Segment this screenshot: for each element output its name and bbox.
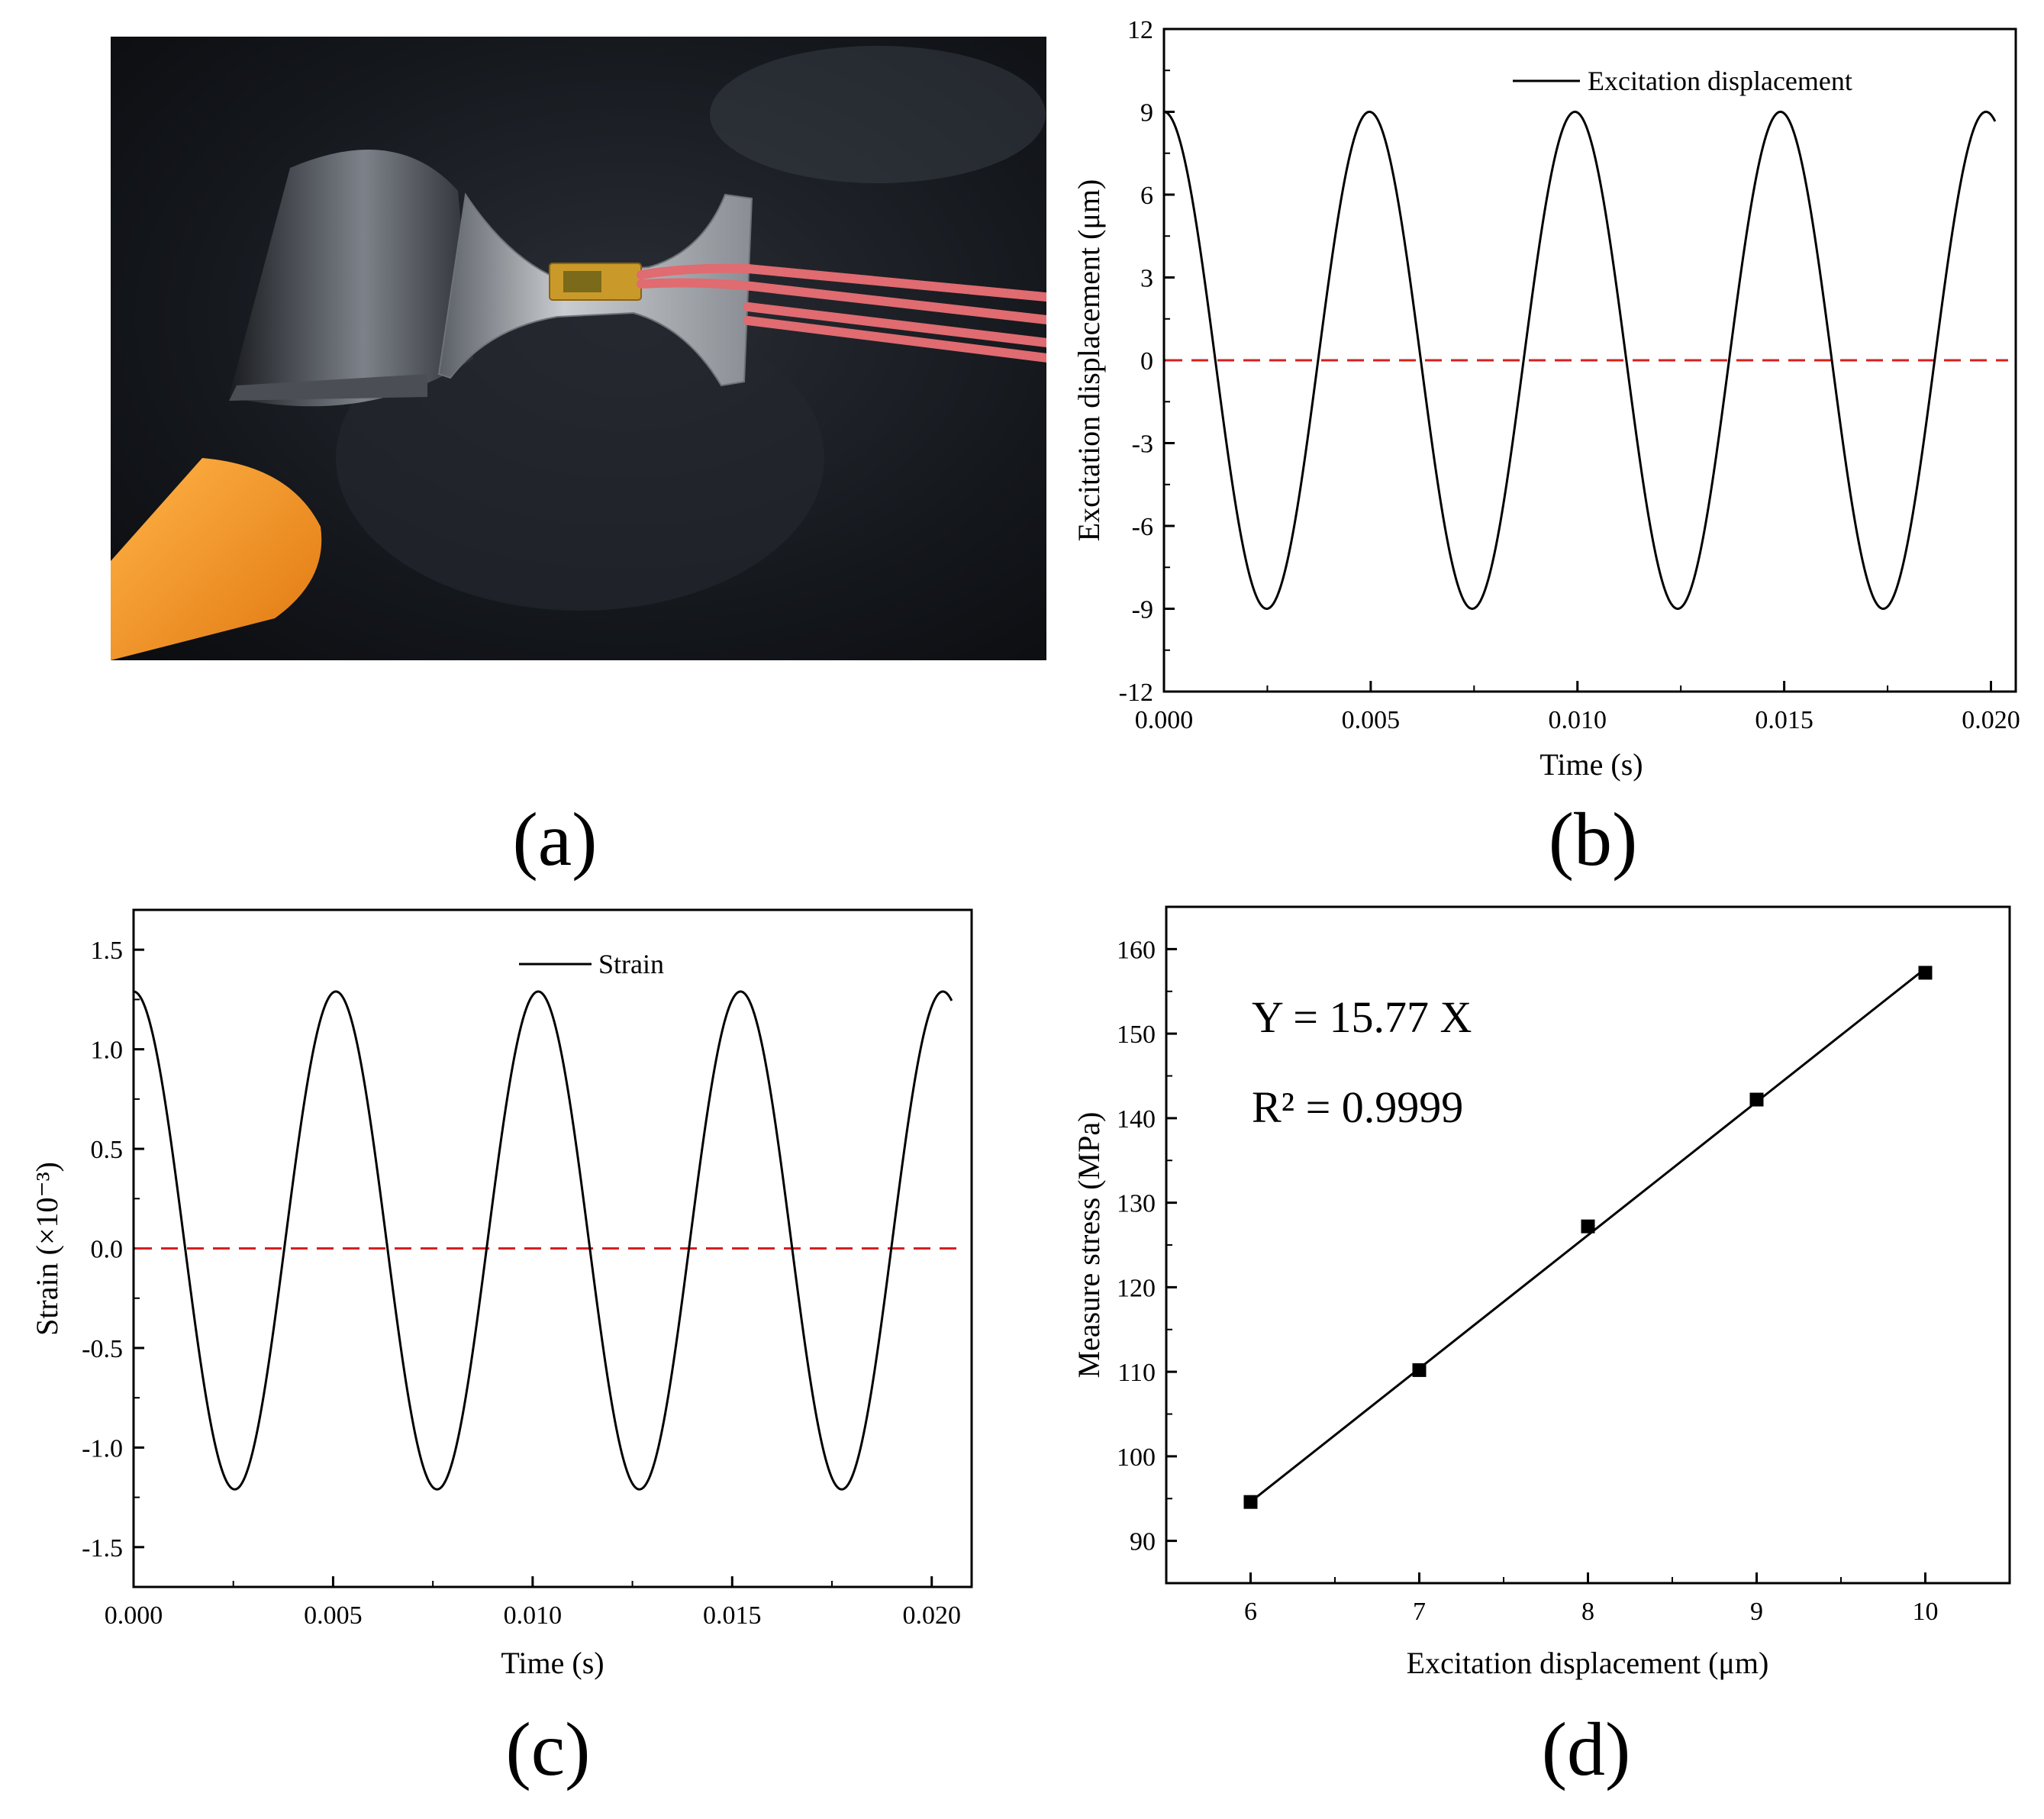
- chart-d-ytick-label: 160: [1117, 936, 1156, 964]
- chart-d-point: [1581, 1219, 1595, 1234]
- chart-b-ylabel: Excitation displacement (μm): [1072, 179, 1106, 542]
- chart-b-ytick-label: -12: [1119, 679, 1153, 707]
- chart-d-xtick-label: 8: [1581, 1598, 1594, 1626]
- chart-c-ylabel: Strain (×10⁻³): [30, 1162, 64, 1336]
- chart-d-point: [1749, 1092, 1764, 1107]
- chart-c-ytick-label: 0.5: [91, 1136, 124, 1164]
- chart-b-ytick-label: -3: [1132, 431, 1153, 459]
- chart-c-ytick-label: 1.0: [91, 1037, 124, 1065]
- chart-d-xtick-label: 7: [1413, 1598, 1426, 1626]
- background-shadow: [336, 305, 824, 611]
- chart-c-ytick-label: 0.0: [91, 1236, 124, 1264]
- chart-d-ytick-label: 110: [1117, 1359, 1156, 1387]
- chart-d-ytick-label: 150: [1117, 1021, 1156, 1049]
- chart-c-xtick-label: 0.020: [902, 1601, 961, 1630]
- panel-label-d: (d): [1542, 1707, 1631, 1792]
- orange-handle: [111, 458, 322, 660]
- chart-d-r-squared: R² = 0.9999: [1252, 1082, 1463, 1132]
- chart-b-ytick-label: 9: [1140, 99, 1153, 127]
- chart-d-point: [1918, 966, 1933, 980]
- chart-d-equation: Y = 15.77 X: [1252, 992, 1472, 1042]
- chart-d-point: [1412, 1363, 1427, 1377]
- chart-d-ytick-label: 100: [1117, 1443, 1156, 1472]
- chart-d-xtick-label: 6: [1244, 1598, 1257, 1626]
- chart-b-series-excitation: [1163, 110, 1997, 611]
- chart-c-xtick-label: 0.005: [304, 1601, 363, 1630]
- chart-d-point: [1243, 1495, 1258, 1509]
- chart-b-xlabel: Time (s): [1539, 747, 1643, 782]
- chart-c-xlabel: Time (s): [501, 1646, 604, 1680]
- chart-b: 0.000 0.005 0.010 0.015 0.020 -12 -9 -6 -3 0 3 6 9 12…: [1072, 16, 2020, 782]
- chart-c-xtick-label: 0.000: [105, 1601, 163, 1630]
- panel-label-b: (b): [1549, 797, 1638, 882]
- panel-label-c: (c): [506, 1707, 591, 1792]
- chart-c-ytick-label: 1.5: [91, 937, 124, 965]
- chart-c-ytick-label: -1.5: [82, 1534, 123, 1563]
- chart-d-ytick-label: 120: [1117, 1274, 1156, 1302]
- chart-b-xtick-label: 0.000: [1135, 706, 1194, 734]
- chart-c-ytick-label: -0.5: [82, 1335, 123, 1363]
- background-blur: [710, 46, 1046, 183]
- chart-b-ytick-label: 3: [1140, 265, 1153, 293]
- chart-d-ytick-label: 140: [1117, 1105, 1156, 1134]
- specimen-photo: [111, 37, 1046, 660]
- chart-c-legend-label: Strain: [598, 949, 664, 979]
- chart-d-ytick-label: 90: [1130, 1528, 1156, 1556]
- chart-d-ylabel: Measure stress (MPa): [1072, 1112, 1106, 1379]
- chart-b-ytick-label: 12: [1127, 16, 1153, 44]
- chart-b-xtick-label: 0.015: [1755, 706, 1813, 734]
- strain-gauge-grid: [563, 271, 601, 292]
- chart-c-xtick-label: 0.010: [504, 1601, 563, 1630]
- chart-b-xtick-label: 0.005: [1342, 706, 1401, 734]
- chart-b-xtick-label: 0.020: [1962, 706, 2020, 734]
- chart-b-ytick-label: -9: [1132, 596, 1153, 624]
- chart-d-fit-line: [1249, 967, 1926, 1503]
- chart-c-ytick-label: -1.0: [82, 1434, 123, 1463]
- chart-c: 0.000 0.005 0.010 0.015 0.020 -1.5 -1.0 -0.5 0.0…: [30, 908, 973, 1680]
- lead-wires: [637, 263, 1046, 363]
- chart-b-xtick-label: 0.010: [1548, 706, 1607, 734]
- chart-d-xtick-label: 10: [1913, 1598, 1939, 1626]
- panel-label-a: (a): [513, 797, 598, 882]
- clamp: [229, 150, 473, 407]
- clamp-base: [229, 374, 427, 401]
- chart-d-xtick-label: 9: [1750, 1598, 1763, 1626]
- chart-b-legend-label: Excitation displacement: [1588, 66, 1852, 96]
- chart-b-ytick-label: 6: [1140, 182, 1153, 210]
- chart-d-ytick-label: 130: [1117, 1190, 1156, 1218]
- chart-b-ytick-label: -6: [1132, 513, 1153, 541]
- chart-b-ytick-label: 0: [1140, 347, 1153, 376]
- chart-d-xlabel: Excitation displacement (μm): [1407, 1646, 1769, 1680]
- chart-c-xtick-label: 0.015: [703, 1601, 762, 1630]
- chart-d: 6 7 8 9 10 90 100 110 120 130 140 150 160 Y = 15.77 …: [1072, 905, 2011, 1680]
- chart-c-series-strain: [133, 990, 953, 1491]
